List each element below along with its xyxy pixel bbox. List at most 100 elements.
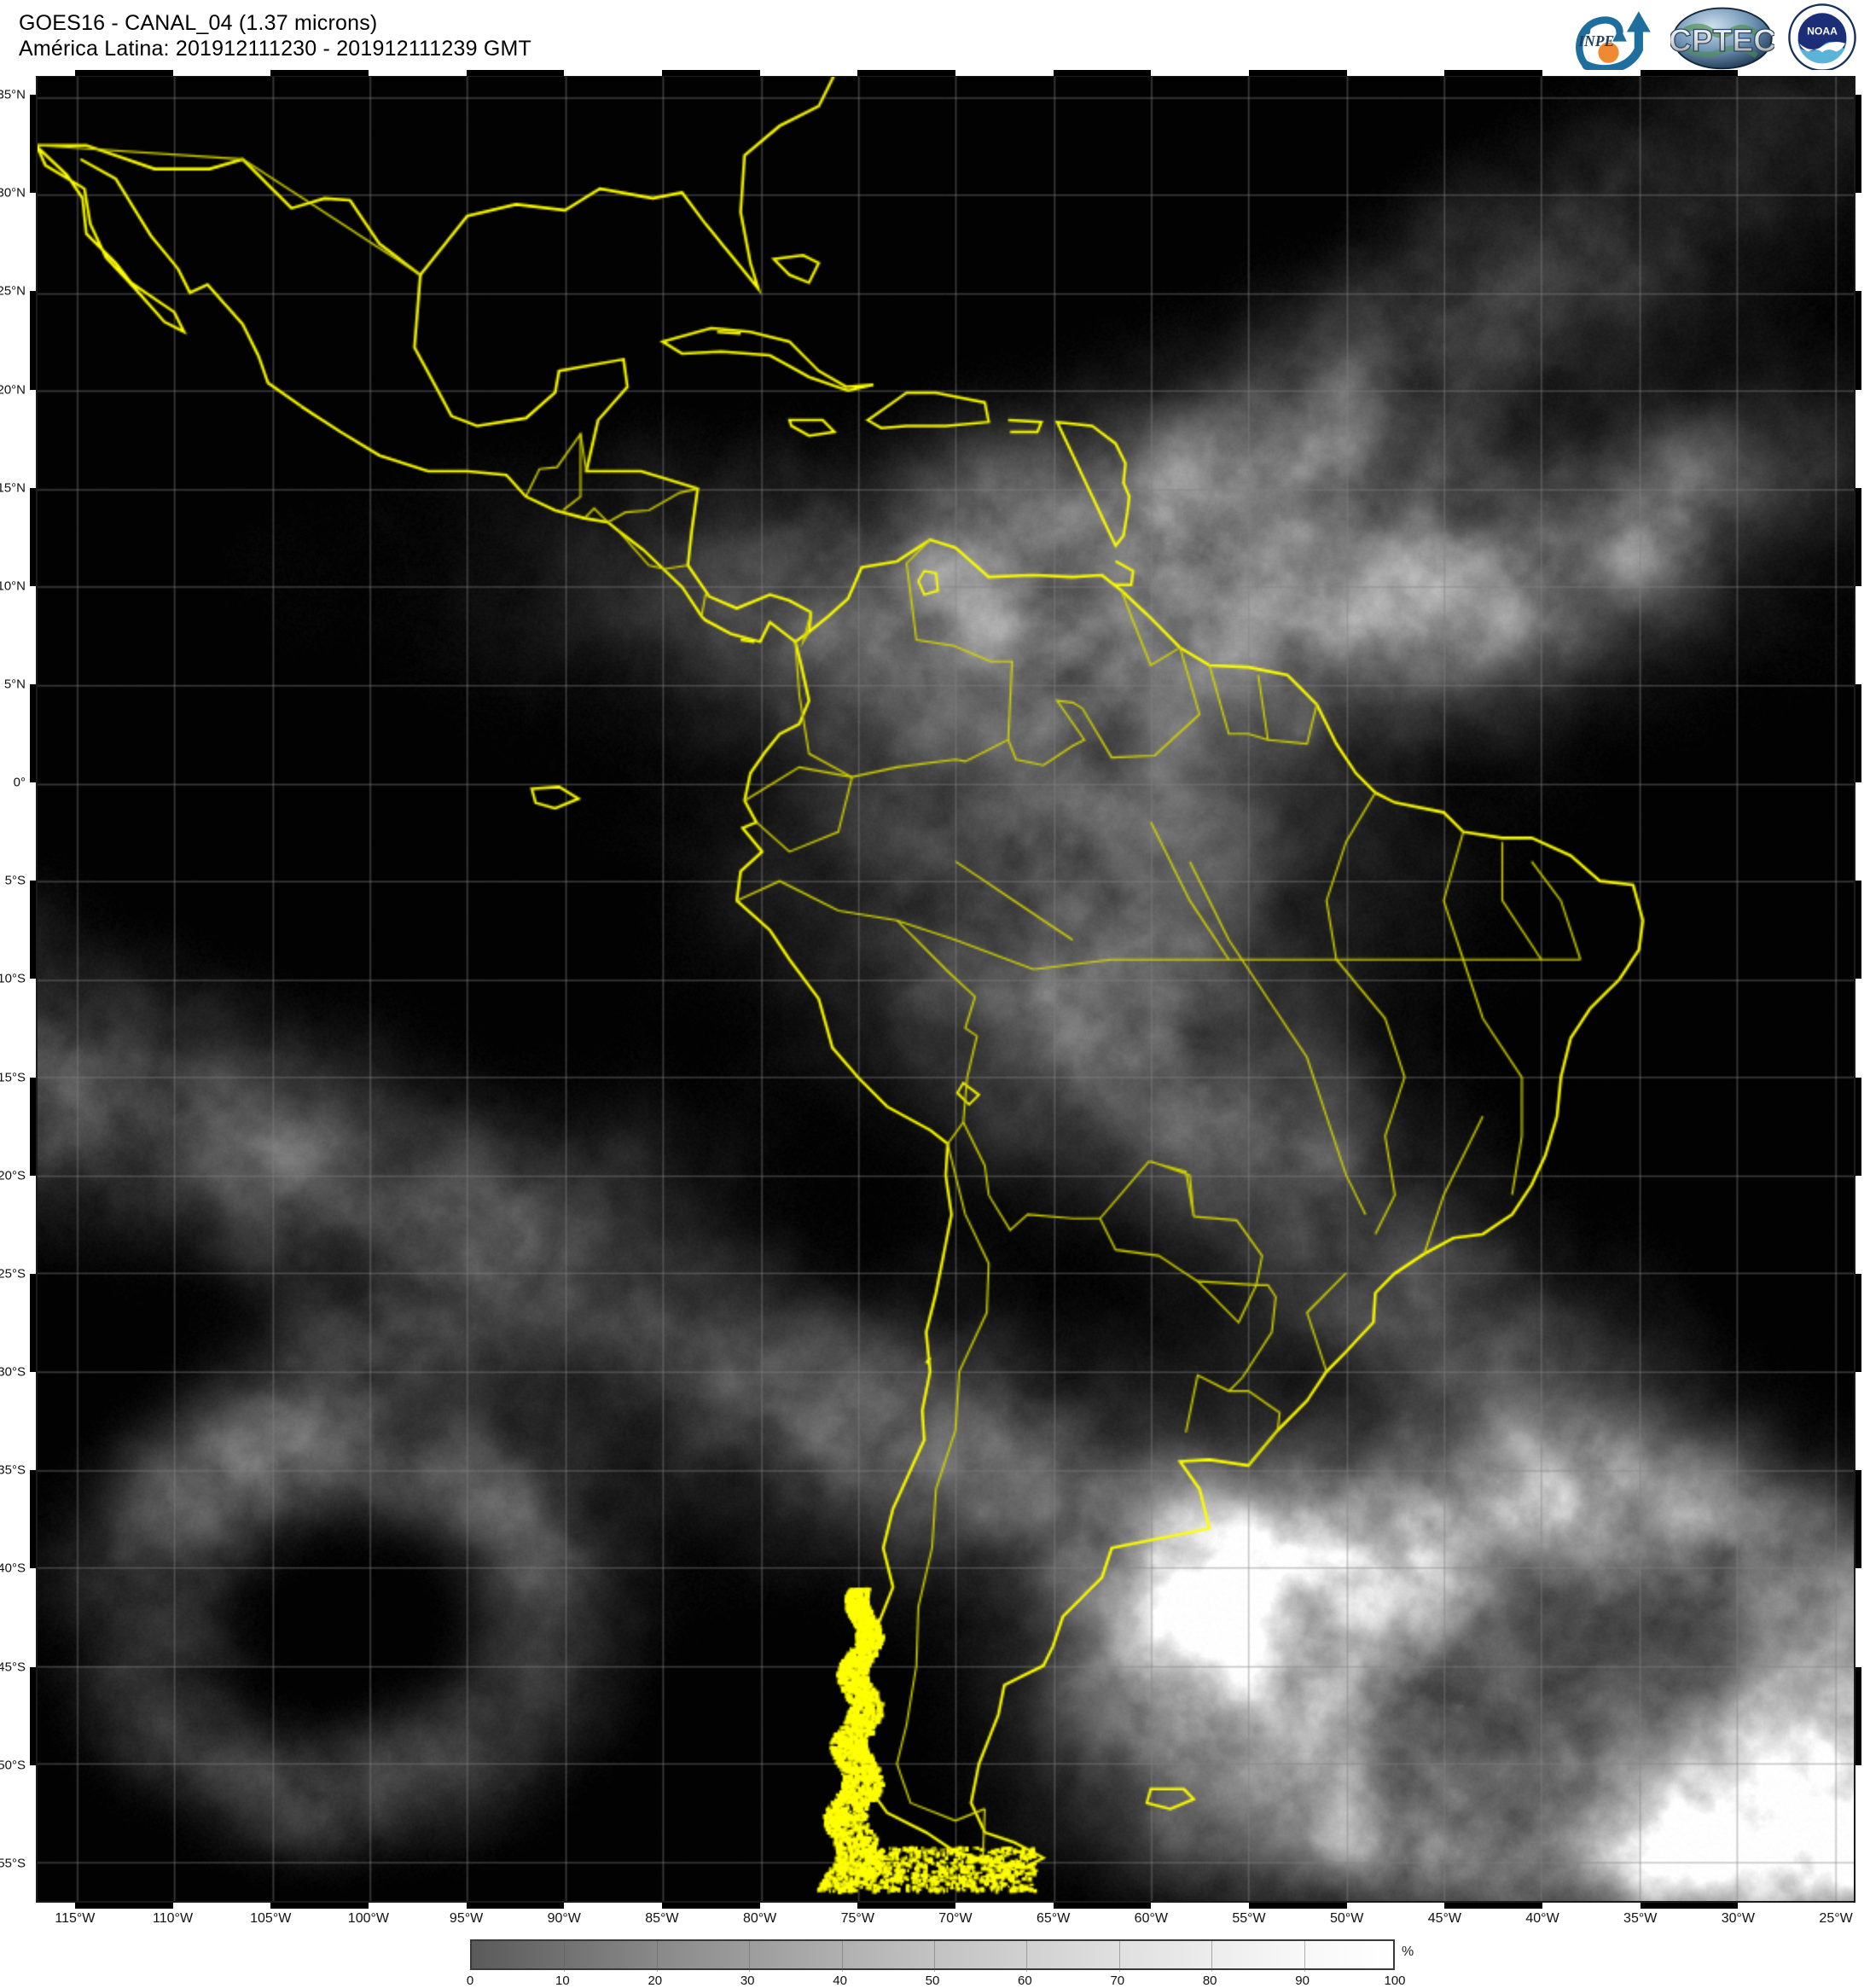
axis-tick-segment [1444, 1903, 1543, 1909]
svg-text:INPE: INPE [1577, 32, 1614, 49]
colorbar-unit-label: % [1402, 1944, 1414, 1959]
colorbar-tick-label: 60 [1018, 1973, 1032, 1988]
axis-tick-segment [30, 1666, 36, 1765]
colorbar-tick-label: 30 [740, 1973, 755, 1988]
axis-tick-segment [1855, 1273, 1861, 1373]
axis-tick-segment [1249, 70, 1347, 76]
svg-text:CPTEC: CPTEC [1670, 22, 1774, 58]
longitude-tick-label: 80°W [742, 1911, 777, 1926]
longitude-tick-label: 45°W [1427, 1911, 1461, 1926]
axis-ribbon-left [30, 75, 36, 1903]
satellite-map[interactable] [36, 75, 1855, 1903]
latitude-tick-label: 10°N [0, 578, 26, 594]
axis-tick-segment [30, 1273, 36, 1373]
longitude-tick-label: 90°W [547, 1911, 581, 1926]
latitude-tick-label: 30°S [0, 1364, 26, 1380]
axis-tick-segment [857, 70, 955, 76]
latitude-tick-label: 25°N [0, 283, 26, 299]
longitude-tick-label: 95°W [449, 1911, 484, 1926]
longitude-tick-label: 75°W [840, 1911, 874, 1926]
colorbar-tick-label: 70 [1110, 1973, 1125, 1988]
axis-tick-segment [270, 1903, 369, 1909]
colorbar-tick [564, 1941, 566, 1972]
latitude-tick-label: 50°S [0, 1758, 26, 1773]
latitude-tick-label: 35°N [0, 87, 26, 102]
longitude-tick-label: 40°W [1525, 1911, 1559, 1926]
longitude-tick-label: 115°W [55, 1911, 96, 1926]
latitude-tick-label: 45°S [0, 1660, 26, 1675]
latitude-tick-label: 25°S [0, 1266, 26, 1282]
colorbar-tick [1211, 1941, 1213, 1972]
colorbar-tick-label: 20 [648, 1973, 663, 1988]
longitude-tick-label: 65°W [1036, 1911, 1071, 1926]
axis-tick-segment [1640, 1903, 1739, 1909]
longitude-tick-label: 105°W [250, 1911, 292, 1926]
longitude-tick-label: 60°W [1134, 1911, 1168, 1926]
axis-tick-segment [466, 1903, 565, 1909]
axis-tick-segment [466, 70, 565, 76]
axis-tick-segment [1855, 487, 1861, 586]
colorbar-tick-label: 50 [925, 1973, 940, 1988]
colorbar-tick-label: 80 [1202, 1973, 1217, 1988]
latitude-tick-label: 5°S [4, 873, 26, 888]
axis-tick-segment [1855, 684, 1861, 783]
colorbar-tick [656, 1941, 658, 1972]
axis-tick-segment [30, 487, 36, 586]
axis-tick-segment [30, 881, 36, 979]
latitude-tick-label: 10°S [0, 971, 26, 986]
axis-tick-segment [30, 291, 36, 390]
colorbar-gradient [470, 1939, 1395, 1972]
axis-tick-segment [1855, 881, 1861, 979]
axis-tick-segment [1444, 70, 1543, 76]
latitude-tick-label: 20°N [0, 382, 26, 398]
latitude-tick-label: 40°S [0, 1561, 26, 1576]
axis-tick-segment [1855, 1470, 1861, 1569]
longitude-tick-label: 70°W [938, 1911, 973, 1926]
colorbar[interactable]: % [470, 1939, 1414, 1972]
colorbar-tick [749, 1941, 751, 1972]
cptec-logo: CPTEC [1670, 7, 1774, 70]
latitude-tick-label: 35°S [0, 1462, 26, 1478]
axis-tick-segment [661, 70, 760, 76]
longitude-tick-label: 50°W [1330, 1911, 1364, 1926]
colorbar-tick [1118, 1941, 1120, 1972]
axis-tick-segment [30, 95, 36, 194]
longitude-tick-label: 110°W [153, 1911, 194, 1926]
axis-tick-segment [1855, 291, 1861, 390]
colorbar-tick-label: 40 [833, 1973, 847, 1988]
colorbar-tick [841, 1941, 843, 1972]
colorbar-tick-label: 0 [466, 1973, 474, 1988]
axis-tick-segment [74, 70, 173, 76]
axis-tick-segment [30, 1077, 36, 1176]
axis-tick-segment [1855, 95, 1861, 194]
page-header: GOES16 - CANAL_04 (1.37 microns) América… [0, 0, 1870, 75]
colorbar-tick [1304, 1941, 1305, 1972]
axis-tick-segment [1249, 1903, 1347, 1909]
page-title: GOES16 - CANAL_04 (1.37 microns) [19, 11, 378, 35]
page-subtitle: América Latina: 201912111230 - 201912111… [19, 37, 532, 61]
latitude-tick-label: 5°N [3, 677, 26, 692]
longitude-tick-label: 25°W [1819, 1911, 1853, 1926]
latitude-tick-label: 0° [13, 775, 26, 790]
inpe-logo: INPE [1576, 11, 1651, 72]
axis-tick-segment [1053, 70, 1152, 76]
axis-tick-segment [74, 1903, 173, 1909]
longitude-tick-label: 100°W [347, 1911, 389, 1926]
axis-ribbon-bottom [36, 1903, 1855, 1909]
satellite-image-canvas [38, 77, 1854, 1901]
axis-tick-segment [1855, 1077, 1861, 1176]
logo-bar: INPE CPTEC [1570, 2, 1858, 73]
latitude-tick-label: 15°S [0, 1070, 26, 1085]
longitude-tick-label: 55°W [1232, 1911, 1266, 1926]
axis-tick-segment [30, 684, 36, 783]
svg-text:NOAA: NOAA [1807, 26, 1838, 38]
colorbar-tick-label: 10 [555, 1973, 570, 1988]
colorbar-tick [1026, 1941, 1028, 1972]
axis-tick-segment [1053, 1903, 1152, 1909]
axis-tick-segment [30, 1470, 36, 1569]
axis-ribbon-top [36, 70, 1855, 76]
axis-tick-segment [661, 1903, 760, 1909]
axis-tick-segment [270, 70, 369, 76]
colorbar-tick-label: 90 [1295, 1973, 1310, 1988]
noaa-logo: NOAA [1788, 3, 1856, 72]
